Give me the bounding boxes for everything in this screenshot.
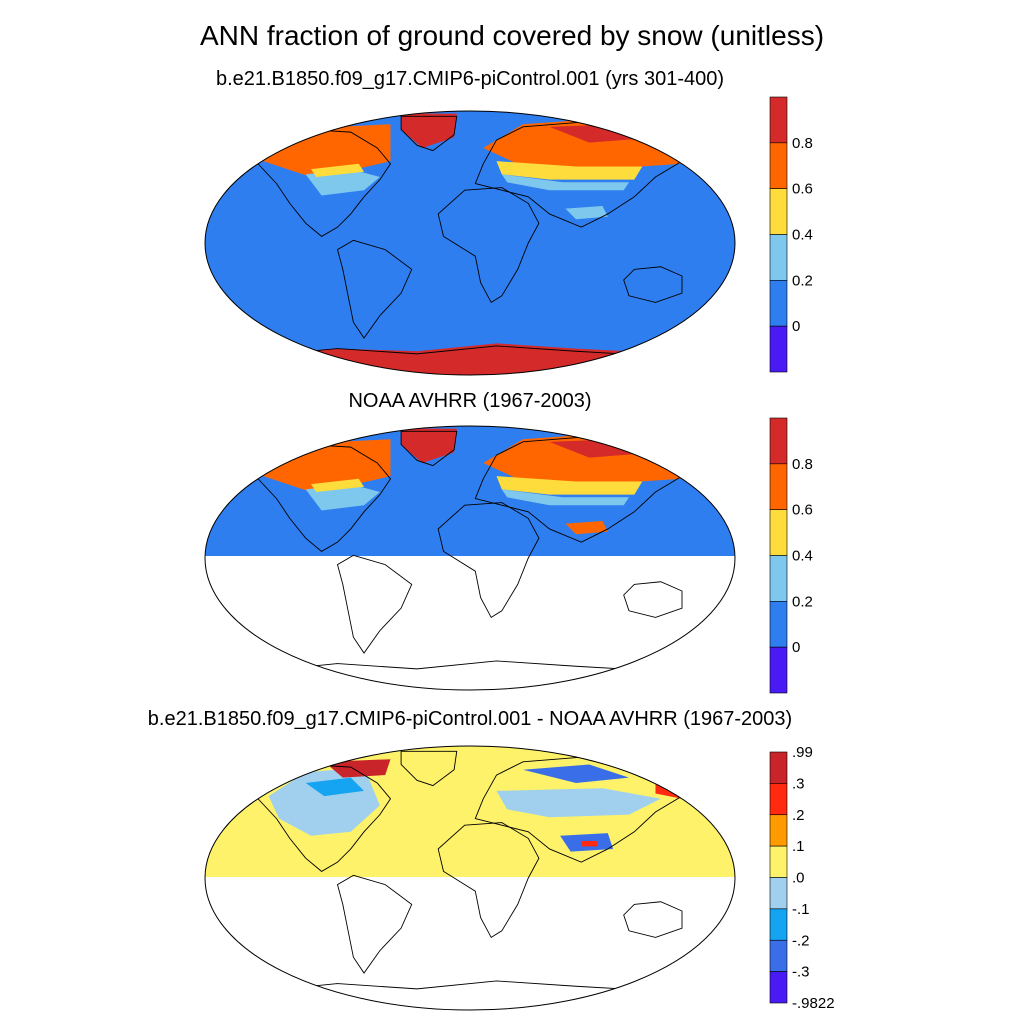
colorbar-tick-label: 0.4: [792, 227, 813, 244]
colorbar-1: 0.8 0.6 0.4 0.2 0: [769, 96, 813, 373]
colorbar-swatch: [769, 751, 788, 784]
colorbar-tick-label: .3: [792, 775, 805, 792]
colorbar-swatch: [769, 280, 788, 327]
colorbar-swatch: [769, 463, 788, 510]
colorbar-tick-label: 0: [792, 318, 800, 335]
coast-greenland: [400, 115, 458, 152]
colorbar-tick-label: -.3: [792, 964, 810, 981]
sh-missing: [205, 556, 735, 690]
colorbar-tick-label: .0: [792, 870, 805, 887]
colorbar-tick-label: .2: [792, 807, 805, 824]
coast-samerica: [336, 239, 413, 339]
snow-greenland: [401, 113, 457, 148]
colorbar-swatch: [769, 509, 788, 556]
colorbar-swatch: [769, 908, 788, 941]
diff-na-blue: [305, 777, 364, 797]
colorbar-tick-label: 0.2: [792, 593, 813, 610]
colorbar-swatch: [769, 877, 788, 910]
map-1-field: [205, 111, 735, 375]
colorbar-swatch: [769, 971, 788, 1004]
colorbar-swatch: [769, 783, 788, 816]
coast-africa: [437, 822, 540, 939]
coast-antarctica: [231, 980, 669, 995]
map-3-border: [204, 745, 736, 1011]
colorbar-swatch: [769, 814, 788, 847]
colorbar-3: .99 .3 .2 .1 .0 -.1 -.2 -.3 -.9822: [769, 744, 835, 1012]
diff-siberia-blue: [523, 764, 629, 783]
snow-tibet: [565, 206, 608, 220]
coast-greenland: [400, 430, 458, 467]
colorbar-tick-label: .99: [792, 744, 813, 761]
coast-namerica: [257, 764, 392, 872]
coast-greenland: [400, 750, 458, 787]
colorbar-tick-label: 0.6: [792, 502, 813, 519]
panel-3-title: b.e21.B1850.f09_g17.CMIP6-piControl.001 …: [147, 708, 793, 730]
snow-tibet: [565, 521, 608, 535]
snow-greenland: [401, 428, 457, 463]
coast-australia: [623, 581, 683, 618]
colorbar-tick-label: -.1: [792, 901, 810, 918]
diff-arctic-red: [324, 759, 391, 778]
coastlines: [231, 430, 705, 675]
colorbar-swatch: [769, 142, 788, 189]
colorbar-swatch: [769, 646, 788, 694]
colorbar-swatch: [769, 601, 788, 648]
coast-africa: [437, 187, 540, 304]
colorbar-swatch: [769, 325, 788, 373]
map-1: [204, 110, 736, 376]
coast-samerica: [336, 554, 413, 654]
colorbar-swatch: [769, 188, 788, 235]
colorbar-tick-label: 0.4: [792, 548, 813, 565]
colorbar-tick-label: 0.8: [792, 135, 813, 152]
panel-2-title: NOAA AVHRR (1967-2003): [348, 390, 592, 412]
coast-antarctica: [231, 660, 669, 675]
coast-eurasia: [474, 121, 705, 228]
colorbar-swatch: [769, 96, 788, 144]
snow-eurasia-yellow: [496, 476, 643, 495]
map-1-border: [204, 110, 736, 376]
map-3: [204, 745, 736, 1011]
map-3-field: [205, 746, 735, 1010]
panel-1-title: b.e21.B1850.f09_g17.CMIP6-piControl.001 …: [215, 68, 725, 90]
nh-fill: [205, 426, 735, 556]
snow-eurasia-lightblue: [501, 489, 629, 506]
colorbar-2: 0.8 0.6 0.4 0.2 0: [769, 417, 813, 694]
snow-eurasia-lightblue: [501, 174, 629, 191]
colorbar-swatch: [769, 555, 788, 602]
colorbar-tick-label: 0.2: [792, 272, 813, 289]
figure-title: ANN fraction of ground covered by snow (…: [199, 20, 825, 51]
coast-eurasia: [474, 756, 705, 863]
snow-eurasia-yellow: [496, 161, 643, 180]
diff-eurasia-lightblue: [496, 788, 661, 818]
colorbar-tick-label: 0.6: [792, 181, 813, 198]
coast-australia: [623, 901, 683, 938]
snow-na-yellow: [311, 163, 364, 177]
coast-namerica: [257, 444, 392, 552]
diff-tibet-red: [581, 841, 598, 847]
colorbar-tick-label: -.2: [792, 932, 810, 949]
coast-samerica: [336, 874, 413, 974]
colorbar-swatch: [769, 939, 788, 972]
map-2-border: [204, 425, 736, 691]
snow-na-yellow: [311, 478, 364, 492]
map-2-field: [205, 426, 735, 690]
colorbar-swatch: [769, 417, 788, 465]
colorbar-tick-label: 0: [792, 639, 800, 656]
colorbar-tick-label: 0.8: [792, 456, 813, 473]
colorbar-tick-label: .1: [792, 838, 805, 855]
coastlines: [231, 750, 705, 995]
coast-namerica: [257, 129, 392, 237]
map-2: [204, 425, 736, 691]
coast-australia: [623, 266, 683, 303]
sh-missing: [205, 877, 735, 1010]
coast-eurasia: [474, 436, 705, 543]
colorbar-swatch: [769, 234, 788, 281]
coast-africa: [437, 502, 540, 619]
colorbar-swatch: [769, 845, 788, 878]
colorbar-tick-label: -.9822: [792, 995, 835, 1012]
